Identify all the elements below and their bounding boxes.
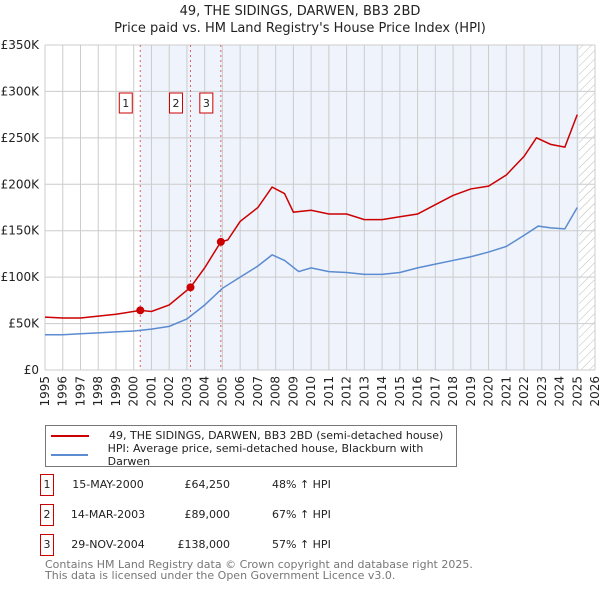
x-tick-label: 1997: [73, 376, 87, 407]
sale-point: [216, 237, 225, 246]
legend-label-hpi: HPI: Average price, semi-detached house,…: [107, 441, 424, 468]
sale-label-box: [118, 92, 133, 114]
sale-label: 3: [203, 97, 210, 110]
sale-label: 1: [122, 97, 129, 110]
x-tick-label: 2001: [144, 376, 158, 407]
forecast-hatch: [579, 45, 595, 370]
x-tick-label: 2003: [180, 376, 194, 407]
y-tick-label: £350K: [1, 38, 41, 52]
sale-row: 1 15-MAY-2000 £64,250 48% ↑ HPI: [40, 474, 345, 498]
footer-line: Contains HM Land Registry data © Crown c…: [45, 558, 473, 571]
sale-price: £89,000: [184, 508, 231, 521]
y-tick-label: £0: [24, 363, 39, 377]
x-tick-label: 2010: [304, 376, 318, 407]
sale-hpi: 48% ↑ HPI: [272, 478, 331, 491]
sale-date: 15-MAY-2000: [72, 478, 144, 491]
x-tick-label: 2025: [570, 376, 584, 407]
x-tick-label: 2011: [322, 376, 336, 407]
x-tick-label: 2004: [198, 376, 212, 407]
sale-marker: 3: [40, 534, 54, 556]
x-tick-label: 1995: [38, 376, 52, 407]
x-tick-label: 2000: [127, 376, 141, 407]
x-tick-label: 2018: [446, 376, 460, 407]
y-tick-label: £50K: [8, 317, 40, 331]
x-tick-label: 2009: [286, 376, 300, 407]
x-tick-label: 2012: [340, 376, 354, 407]
x-tick-label: 2005: [215, 376, 229, 407]
sale-marker: 1: [40, 474, 54, 496]
x-tick-label: 2006: [233, 376, 247, 407]
sale-price: £64,250: [184, 478, 231, 491]
sale-label: 2: [172, 97, 179, 110]
chart-subtitle: Price paid vs. HM Land Registry's House …: [114, 21, 486, 36]
x-tick-label: 2021: [499, 376, 513, 407]
property-line: [44, 114, 578, 319]
x-tick-label: 2007: [251, 376, 265, 407]
chart-title: 49, THE SIDINGS, DARWEN, BB3 2BD: [179, 4, 421, 19]
y-tick-label: £300K: [1, 84, 41, 98]
legend-swatch-property: [51, 434, 89, 437]
x-tick-label: 2013: [357, 376, 371, 407]
footer-line: This data is licensed under the Open Gov…: [45, 569, 396, 582]
sale-row: 3 29-NOV-2004 £138,000 57% ↑ HPI: [40, 534, 345, 558]
sale-hpi: 57% ↑ HPI: [272, 538, 331, 551]
x-tick-label: 2016: [411, 376, 425, 407]
sale-point: [186, 283, 195, 292]
y-tick-label: £200K: [1, 177, 41, 191]
x-tick-label: 2022: [517, 376, 531, 407]
x-tick-label: 2026: [588, 376, 600, 407]
x-tick-label: 2019: [464, 376, 478, 407]
sale-date: 29-NOV-2004: [71, 538, 145, 551]
x-tick-label: 2014: [375, 376, 389, 407]
y-tick-label: £100K: [1, 270, 41, 284]
legend: 49, THE SIDINGS, DARWEN, BB3 2BD (semi-d…: [45, 425, 457, 468]
sale-date: 14-MAR-2003: [70, 508, 146, 521]
x-tick-label: 2017: [428, 376, 442, 407]
sale-marker: 2: [40, 504, 54, 526]
x-tick-label: 2015: [393, 376, 407, 407]
x-tick-label: 1998: [91, 376, 105, 407]
price-chart: 1995 1996 1997 1998 1999 2000 2001 2002 2003 2004…: [1, 38, 600, 407]
sale-label-box: [199, 92, 214, 114]
x-tick-label: 2008: [269, 376, 283, 407]
sale-hpi: 67% ↑ HPI: [272, 508, 331, 521]
x-tick-label: 1996: [56, 376, 70, 407]
x-tick-label: 2002: [162, 376, 176, 407]
legend-swatch-hpi: [51, 453, 88, 456]
x-tick-label: 2020: [482, 376, 496, 407]
hpi-line: [45, 207, 578, 336]
x-tick-label: 2024: [553, 376, 567, 407]
y-tick-label: £250K: [1, 131, 41, 145]
sale-row: 2 14-MAR-2003 £89,000 67% ↑ HPI: [40, 504, 345, 528]
sale-label-box: [168, 92, 183, 114]
x-tick-label: 1999: [109, 376, 123, 407]
y-tick-label: £150K: [1, 224, 41, 238]
legend-label-property: 49, THE SIDINGS, DARWEN, BB3 2BD (semi-d…: [109, 429, 444, 442]
sale-point: [136, 306, 145, 315]
sale-price: £138,000: [177, 538, 231, 551]
x-tick-label: 2023: [535, 376, 549, 407]
footer: Contains HM Land Registry data © Crown c…: [45, 559, 473, 581]
